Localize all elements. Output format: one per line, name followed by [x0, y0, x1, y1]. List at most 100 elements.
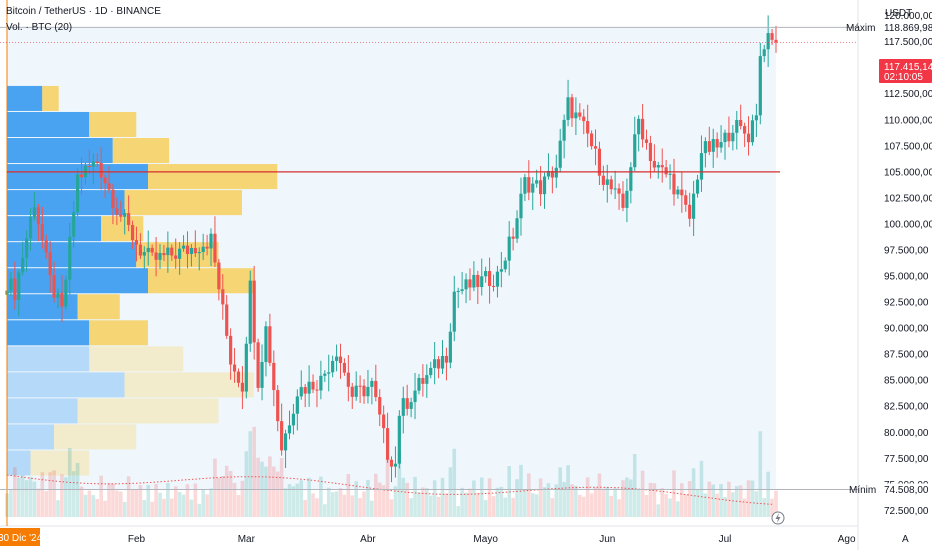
candle-body [25, 238, 29, 258]
volume-bar [746, 480, 751, 517]
candle-body [613, 188, 617, 190]
volume-bar [95, 498, 100, 517]
candle-body [236, 371, 241, 383]
volume-bar [676, 501, 680, 517]
volume-bar [256, 457, 260, 517]
volume-bar [750, 480, 755, 517]
volume-bar [417, 492, 421, 517]
candle-body [201, 246, 205, 253]
volume-indicator-label[interactable]: Vol. · BTC (20) [6, 22, 73, 33]
candle-body [154, 252, 158, 260]
candle-body [170, 247, 174, 256]
volume-bar [138, 485, 143, 517]
volume-bar [440, 477, 445, 517]
volume-bar [177, 491, 182, 517]
volume-bar [240, 480, 245, 517]
volume-bar [425, 488, 429, 517]
volume-bar [695, 489, 700, 517]
candle-body [586, 121, 590, 134]
auto-scale-toggle[interactable]: A [902, 534, 909, 545]
candle-body [401, 398, 405, 416]
candle-body [299, 387, 303, 397]
volume-bar [397, 452, 402, 517]
volume-bar [20, 475, 25, 517]
candle-body [162, 253, 166, 256]
volume-bar [691, 468, 696, 517]
candle-body [315, 389, 319, 391]
candle-body [480, 276, 484, 288]
volume-bar [491, 496, 496, 517]
candle-body [103, 177, 107, 184]
volume-profile-bar-down [89, 346, 184, 372]
candle-body [56, 292, 60, 298]
volume-bar [640, 470, 645, 517]
volume-bar [385, 458, 390, 517]
volume-bar [742, 498, 747, 517]
candle-body [546, 170, 551, 177]
volume-bar [683, 494, 688, 517]
candle-body [72, 212, 76, 237]
time-tick-label: Mayo [473, 534, 498, 545]
volume-bar [354, 481, 358, 517]
volume-bar [169, 498, 174, 517]
price-tick-label: 110.000,00 [884, 115, 932, 126]
price-tick-label: 120.000,00 [884, 11, 932, 22]
volume-profile-bar-down [54, 424, 137, 450]
volume-bar [448, 467, 453, 517]
candle-body [762, 49, 766, 57]
min-value-bg [876, 483, 932, 496]
candle-body [499, 269, 503, 272]
volume-bar [307, 477, 311, 517]
candle-body [452, 291, 456, 332]
candle-body [178, 248, 182, 259]
candle-body [248, 280, 252, 344]
volume-bar [452, 448, 457, 517]
volume-bar [432, 480, 437, 517]
candle-body [566, 97, 570, 120]
volume-bar [107, 482, 111, 517]
volume-bar [625, 477, 629, 517]
candle-body [193, 247, 197, 254]
volume-bar [13, 467, 17, 517]
volume-bar [350, 495, 355, 517]
volume-bar [727, 481, 731, 517]
candle-body [476, 274, 480, 288]
candle-body [676, 189, 680, 195]
min-value: 74.508,00 [884, 485, 929, 496]
candle-body [350, 386, 354, 397]
volume-bar [220, 475, 225, 517]
candle-body [695, 179, 700, 194]
price-tick-label: 85.000,00 [884, 376, 929, 387]
volume-bar [173, 486, 178, 517]
price-tick-label: 105.000,00 [884, 167, 932, 178]
candle-body [385, 428, 390, 460]
volume-bar [570, 484, 574, 517]
volume-bar [111, 483, 115, 517]
candle-body [487, 271, 492, 286]
volume-bar [487, 478, 492, 517]
candle-body [272, 362, 276, 391]
volume-bar [578, 494, 582, 517]
volume-bar [154, 483, 158, 517]
volume-profile-bar-up [7, 346, 90, 372]
symbol-title: Bitcoin / TetherUS · 1D · BINANCE [6, 6, 161, 17]
candle-body [550, 170, 554, 178]
candle-body [362, 385, 366, 397]
candle-body [570, 97, 574, 119]
candle-body [680, 189, 684, 196]
candle-body [260, 362, 264, 388]
candle-body [283, 433, 288, 451]
candle-body [252, 280, 256, 343]
candle-body [142, 252, 146, 256]
candle-body [652, 160, 656, 168]
volume-bar [636, 489, 641, 517]
volume-bar [699, 460, 704, 517]
volume-bar [189, 499, 194, 517]
volume-bar [79, 486, 84, 517]
candle-body [9, 278, 13, 291]
volume-bar [299, 480, 304, 517]
candle-body [189, 247, 194, 255]
volume-bar [9, 489, 13, 517]
volume-bar [346, 474, 351, 517]
